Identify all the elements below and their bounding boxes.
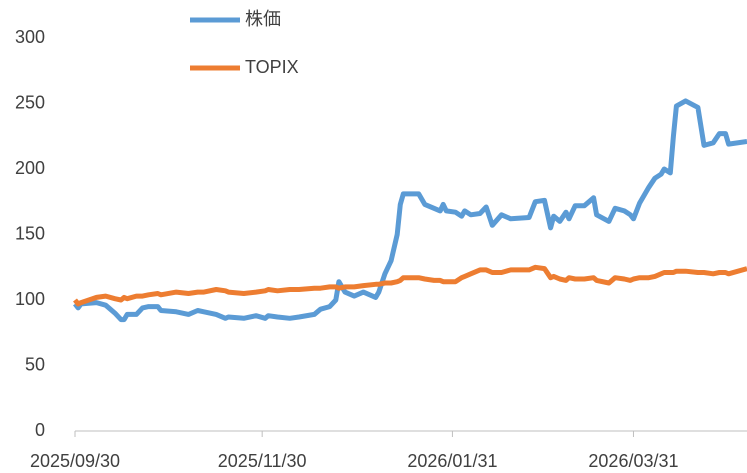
- legend-label: 株価: [245, 9, 281, 29]
- y-tick-label: 200: [15, 158, 45, 178]
- x-tick-label: 2026/01/31: [407, 451, 497, 471]
- line-series: [73, 98, 747, 323]
- y-tick-label: 150: [15, 223, 45, 243]
- y-tick-label: 100: [15, 289, 45, 309]
- x-tick-label: 2025/11/30: [218, 451, 307, 471]
- legend-label: TOPIX: [245, 57, 299, 77]
- x-tick-label: 2026/03/31: [588, 451, 678, 471]
- line-series: [73, 264, 747, 307]
- y-tick-label: 0: [35, 420, 45, 440]
- y-tick-label: 300: [15, 27, 45, 47]
- y-tick-label: 250: [15, 92, 45, 112]
- x-tick-label: 2025/09/30: [30, 451, 120, 471]
- y-tick-label: 50: [25, 354, 45, 374]
